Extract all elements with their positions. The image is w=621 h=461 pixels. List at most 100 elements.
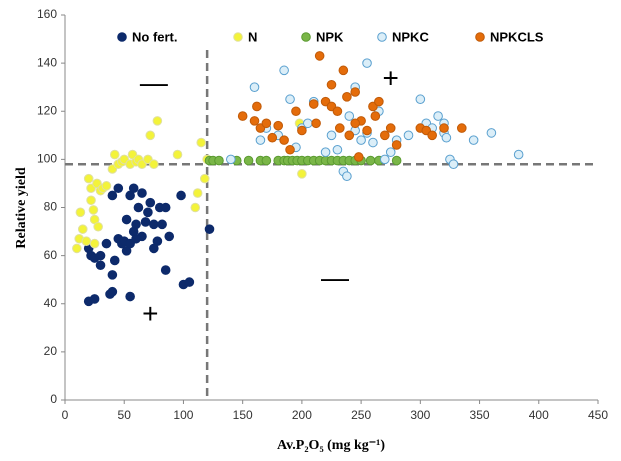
point xyxy=(273,120,284,131)
point xyxy=(353,152,364,162)
legend-label: No fert. xyxy=(132,29,178,44)
point xyxy=(93,221,103,232)
point xyxy=(350,118,360,129)
point xyxy=(326,130,337,141)
point xyxy=(149,219,159,230)
point xyxy=(255,135,266,145)
point xyxy=(468,135,479,145)
annotation: — xyxy=(140,67,168,98)
point xyxy=(160,202,171,213)
point xyxy=(362,125,372,136)
point xyxy=(350,87,360,97)
point xyxy=(303,118,313,129)
point xyxy=(356,135,366,145)
y-tick-label: 40 xyxy=(44,296,58,310)
x-tick-label: 300 xyxy=(410,408,430,422)
x-tick-label: 350 xyxy=(470,408,490,422)
point xyxy=(342,171,352,182)
point xyxy=(113,183,124,194)
point xyxy=(75,207,86,218)
legend-label: NPKC xyxy=(392,29,429,44)
y-tick-label: 100 xyxy=(37,152,57,166)
annotation: — xyxy=(321,262,349,293)
point xyxy=(279,135,289,145)
point xyxy=(72,243,82,254)
x-tick-label: 50 xyxy=(118,408,132,422)
point xyxy=(83,173,94,184)
point xyxy=(121,214,132,225)
point xyxy=(149,243,159,254)
legend-label: NPKCLS xyxy=(490,29,544,44)
point xyxy=(380,130,390,141)
point xyxy=(107,190,118,201)
point xyxy=(285,144,295,155)
point xyxy=(196,137,207,148)
point xyxy=(297,169,307,179)
x-axis-label: Av.P₂O₅ (mg kg⁻¹) xyxy=(277,438,385,453)
point xyxy=(391,155,402,166)
legend-marker xyxy=(377,32,387,42)
point xyxy=(261,155,272,166)
legend-marker xyxy=(475,32,485,42)
point xyxy=(279,65,289,76)
point xyxy=(344,130,355,141)
point xyxy=(101,238,112,249)
y-tick-label: 20 xyxy=(44,344,58,358)
y-tick-label: 140 xyxy=(37,55,57,69)
y-tick-label: 60 xyxy=(44,248,58,262)
point xyxy=(133,202,144,213)
y-axis-label: Relative yield xyxy=(14,167,29,248)
legend-marker xyxy=(117,32,127,42)
x-tick-label: 400 xyxy=(529,408,549,422)
x-tick-label: 250 xyxy=(351,408,371,422)
point xyxy=(249,82,260,92)
point xyxy=(89,238,100,249)
point xyxy=(456,123,467,133)
legend-marker xyxy=(233,32,243,42)
point xyxy=(311,118,321,129)
x-tick-label: 0 xyxy=(62,408,69,422)
point xyxy=(164,231,175,242)
point xyxy=(486,128,497,138)
point xyxy=(109,255,120,266)
point xyxy=(192,188,203,198)
point xyxy=(88,205,99,215)
point xyxy=(252,101,262,112)
point xyxy=(131,219,141,230)
point xyxy=(332,106,343,117)
point xyxy=(441,132,452,143)
point xyxy=(320,147,331,157)
point xyxy=(308,99,319,109)
point xyxy=(184,277,195,287)
point xyxy=(370,111,381,121)
annotation: + xyxy=(142,298,158,329)
y-tick-label: 160 xyxy=(37,7,57,21)
point xyxy=(314,51,325,61)
x-tick-label: 200 xyxy=(292,408,312,422)
point xyxy=(109,149,120,160)
point xyxy=(380,154,390,165)
point xyxy=(128,183,139,194)
point xyxy=(199,173,210,184)
point xyxy=(190,202,201,213)
x-tick-label: 100 xyxy=(173,408,193,422)
point xyxy=(107,286,118,297)
point xyxy=(267,132,278,143)
legend-label: N xyxy=(248,29,257,44)
point xyxy=(332,144,343,155)
point xyxy=(95,250,106,261)
point xyxy=(95,260,106,271)
point xyxy=(342,92,352,102)
point xyxy=(249,116,260,126)
point xyxy=(415,94,426,105)
point xyxy=(204,224,215,234)
point xyxy=(237,111,248,121)
point xyxy=(137,188,147,198)
y-tick-label: 120 xyxy=(37,103,57,117)
point xyxy=(362,58,372,68)
point xyxy=(140,217,151,227)
point xyxy=(131,233,141,244)
point xyxy=(143,207,153,218)
point xyxy=(403,130,414,141)
